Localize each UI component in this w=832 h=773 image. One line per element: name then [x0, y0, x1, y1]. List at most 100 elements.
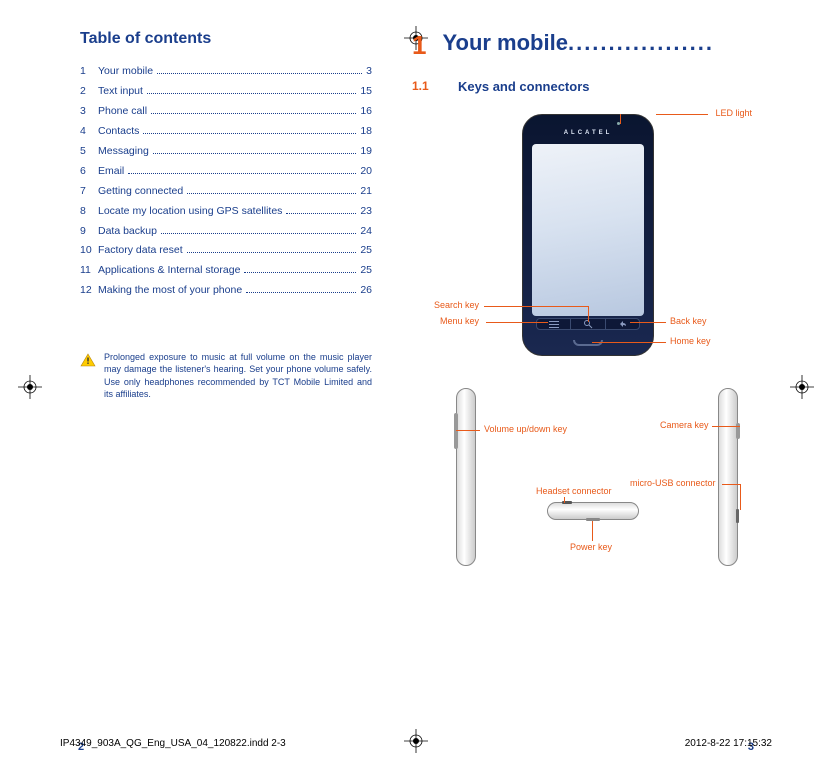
toc-item-num: 6	[80, 162, 98, 182]
toc-item-num: 2	[80, 82, 98, 102]
callout-usb: micro-USB connector	[630, 478, 716, 488]
toc-item: 3Phone call16	[80, 102, 372, 122]
callout-line	[592, 342, 666, 343]
toc-item: 1Your mobile 3	[80, 62, 372, 82]
warning-box: Prolonged exposure to music at full volu…	[80, 351, 372, 400]
left-page: Table of contents 1Your mobile32Text inp…	[40, 30, 402, 690]
toc-item: 9Data backup 24	[80, 222, 372, 242]
toc-item-num: 12	[80, 281, 98, 301]
toc-dots	[143, 125, 356, 133]
chapter-title: Your mobile..................	[442, 30, 752, 61]
toc-dots	[161, 225, 356, 233]
toc-item-num: 11	[80, 261, 98, 281]
callout-headset: Headset connector	[536, 486, 612, 496]
chapter-number: 1	[412, 30, 426, 61]
toc-item: 8Locate my location using GPS satellites…	[80, 202, 372, 222]
toc-item-label: Messaging	[98, 142, 149, 162]
toc-item-num: 7	[80, 182, 98, 202]
callout-camera: Camera key	[660, 420, 709, 430]
phone-screen	[532, 144, 644, 316]
toc-item: 6Email 20	[80, 162, 372, 182]
section-header: 1.1 Keys and connectors	[412, 79, 752, 94]
toc-item-label: Your mobile	[98, 62, 153, 82]
toc-item-page: 16	[360, 102, 372, 122]
callout-back: Back key	[670, 316, 707, 326]
toc-item-page: 3	[366, 62, 372, 82]
usb-slot-icon	[736, 509, 739, 523]
phone-right-side-view	[718, 388, 738, 566]
toc-item-label: Locate my location using GPS satellites	[98, 202, 282, 222]
volume-button-icon	[454, 413, 458, 449]
toc-item: 11Applications & Internal storage 25	[80, 261, 372, 281]
toc-item: 5Messaging19	[80, 142, 372, 162]
right-page: 1 Your mobile.................. 1.1 Keys…	[402, 30, 792, 690]
chapter-header: 1 Your mobile..................	[412, 30, 752, 61]
callout-line	[484, 306, 588, 307]
toc-item-page: 18	[360, 122, 372, 142]
page-spread: Table of contents 1Your mobile32Text inp…	[0, 0, 832, 700]
toc-item-page: 25	[360, 241, 372, 261]
callout-line	[592, 521, 593, 541]
callout-menu: Menu key	[440, 316, 479, 326]
toc-item-num: 9	[80, 222, 98, 242]
callout-line	[564, 497, 565, 503]
chapter-title-dots: ..................	[568, 30, 714, 56]
toc-dots	[246, 285, 356, 293]
callout-led: LED light	[715, 108, 752, 118]
toc-item-num: 1	[80, 62, 98, 82]
callout-volume: Volume up/down key	[484, 424, 567, 434]
callout-line	[712, 426, 740, 427]
home-key-icon	[573, 340, 603, 346]
toc-item-label: Email	[98, 162, 124, 182]
toc-item-label: Contacts	[98, 122, 139, 142]
toc-item-page: 19	[360, 142, 372, 162]
toc-item-page: 26	[360, 281, 372, 301]
registration-mark-icon	[790, 375, 814, 399]
back-key-icon	[606, 319, 639, 329]
toc-item-num: 10	[80, 241, 98, 261]
registration-mark-icon	[18, 375, 42, 399]
toc-dots	[157, 66, 362, 74]
toc-item-page: 20	[360, 162, 372, 182]
section-title: Keys and connectors	[458, 79, 590, 94]
callout-line	[740, 484, 741, 510]
toc-item-label: Phone call	[98, 102, 147, 122]
callout-line	[620, 114, 621, 124]
toc-item-num: 8	[80, 202, 98, 222]
toc-dots	[187, 185, 356, 193]
chapter-title-text: Your mobile	[442, 30, 568, 55]
toc-item-page: 24	[360, 222, 372, 242]
callout-line	[722, 484, 740, 485]
toc-item-label: Making the most of your phone	[98, 281, 242, 301]
toc-item: 2Text input15	[80, 82, 372, 102]
warning-text: Prolonged exposure to music at full volu…	[104, 351, 372, 400]
toc-item-label: Getting connected	[98, 182, 183, 202]
warning-icon	[80, 353, 96, 367]
toc-item-page: 21	[360, 182, 372, 202]
toc-item-page: 25	[360, 261, 372, 281]
toc-dots	[151, 105, 356, 113]
toc-title: Table of contents	[80, 30, 372, 48]
menu-key-icon	[537, 319, 570, 329]
phone-bottom-view	[547, 502, 639, 520]
toc-item: 7Getting connected 21	[80, 182, 372, 202]
callout-search: Search key	[434, 300, 479, 310]
toc-dots	[286, 205, 356, 213]
toc-item-page: 23	[360, 202, 372, 222]
toc-list: 1Your mobile32Text input153Phone call164…	[80, 62, 372, 301]
toc-dots	[153, 145, 357, 153]
toc-dots	[128, 165, 356, 173]
callout-power: Power key	[570, 542, 612, 552]
callout-line	[588, 306, 589, 322]
toc-item-label: Data backup	[98, 222, 157, 242]
toc-dots	[147, 86, 356, 94]
footer-file: IP4349_903A_QG_Eng_USA_04_120822.indd 2-…	[60, 738, 286, 749]
phone-diagram: ALCATEL LED lig	[442, 108, 752, 578]
toc-item-label: Applications & Internal storage	[98, 261, 240, 281]
toc-dots	[244, 265, 356, 273]
toc-item-label: Text input	[98, 82, 143, 102]
callout-line	[486, 322, 548, 323]
toc-item-num: 4	[80, 122, 98, 142]
callout-home: Home key	[670, 336, 711, 346]
toc-dots	[187, 245, 357, 253]
